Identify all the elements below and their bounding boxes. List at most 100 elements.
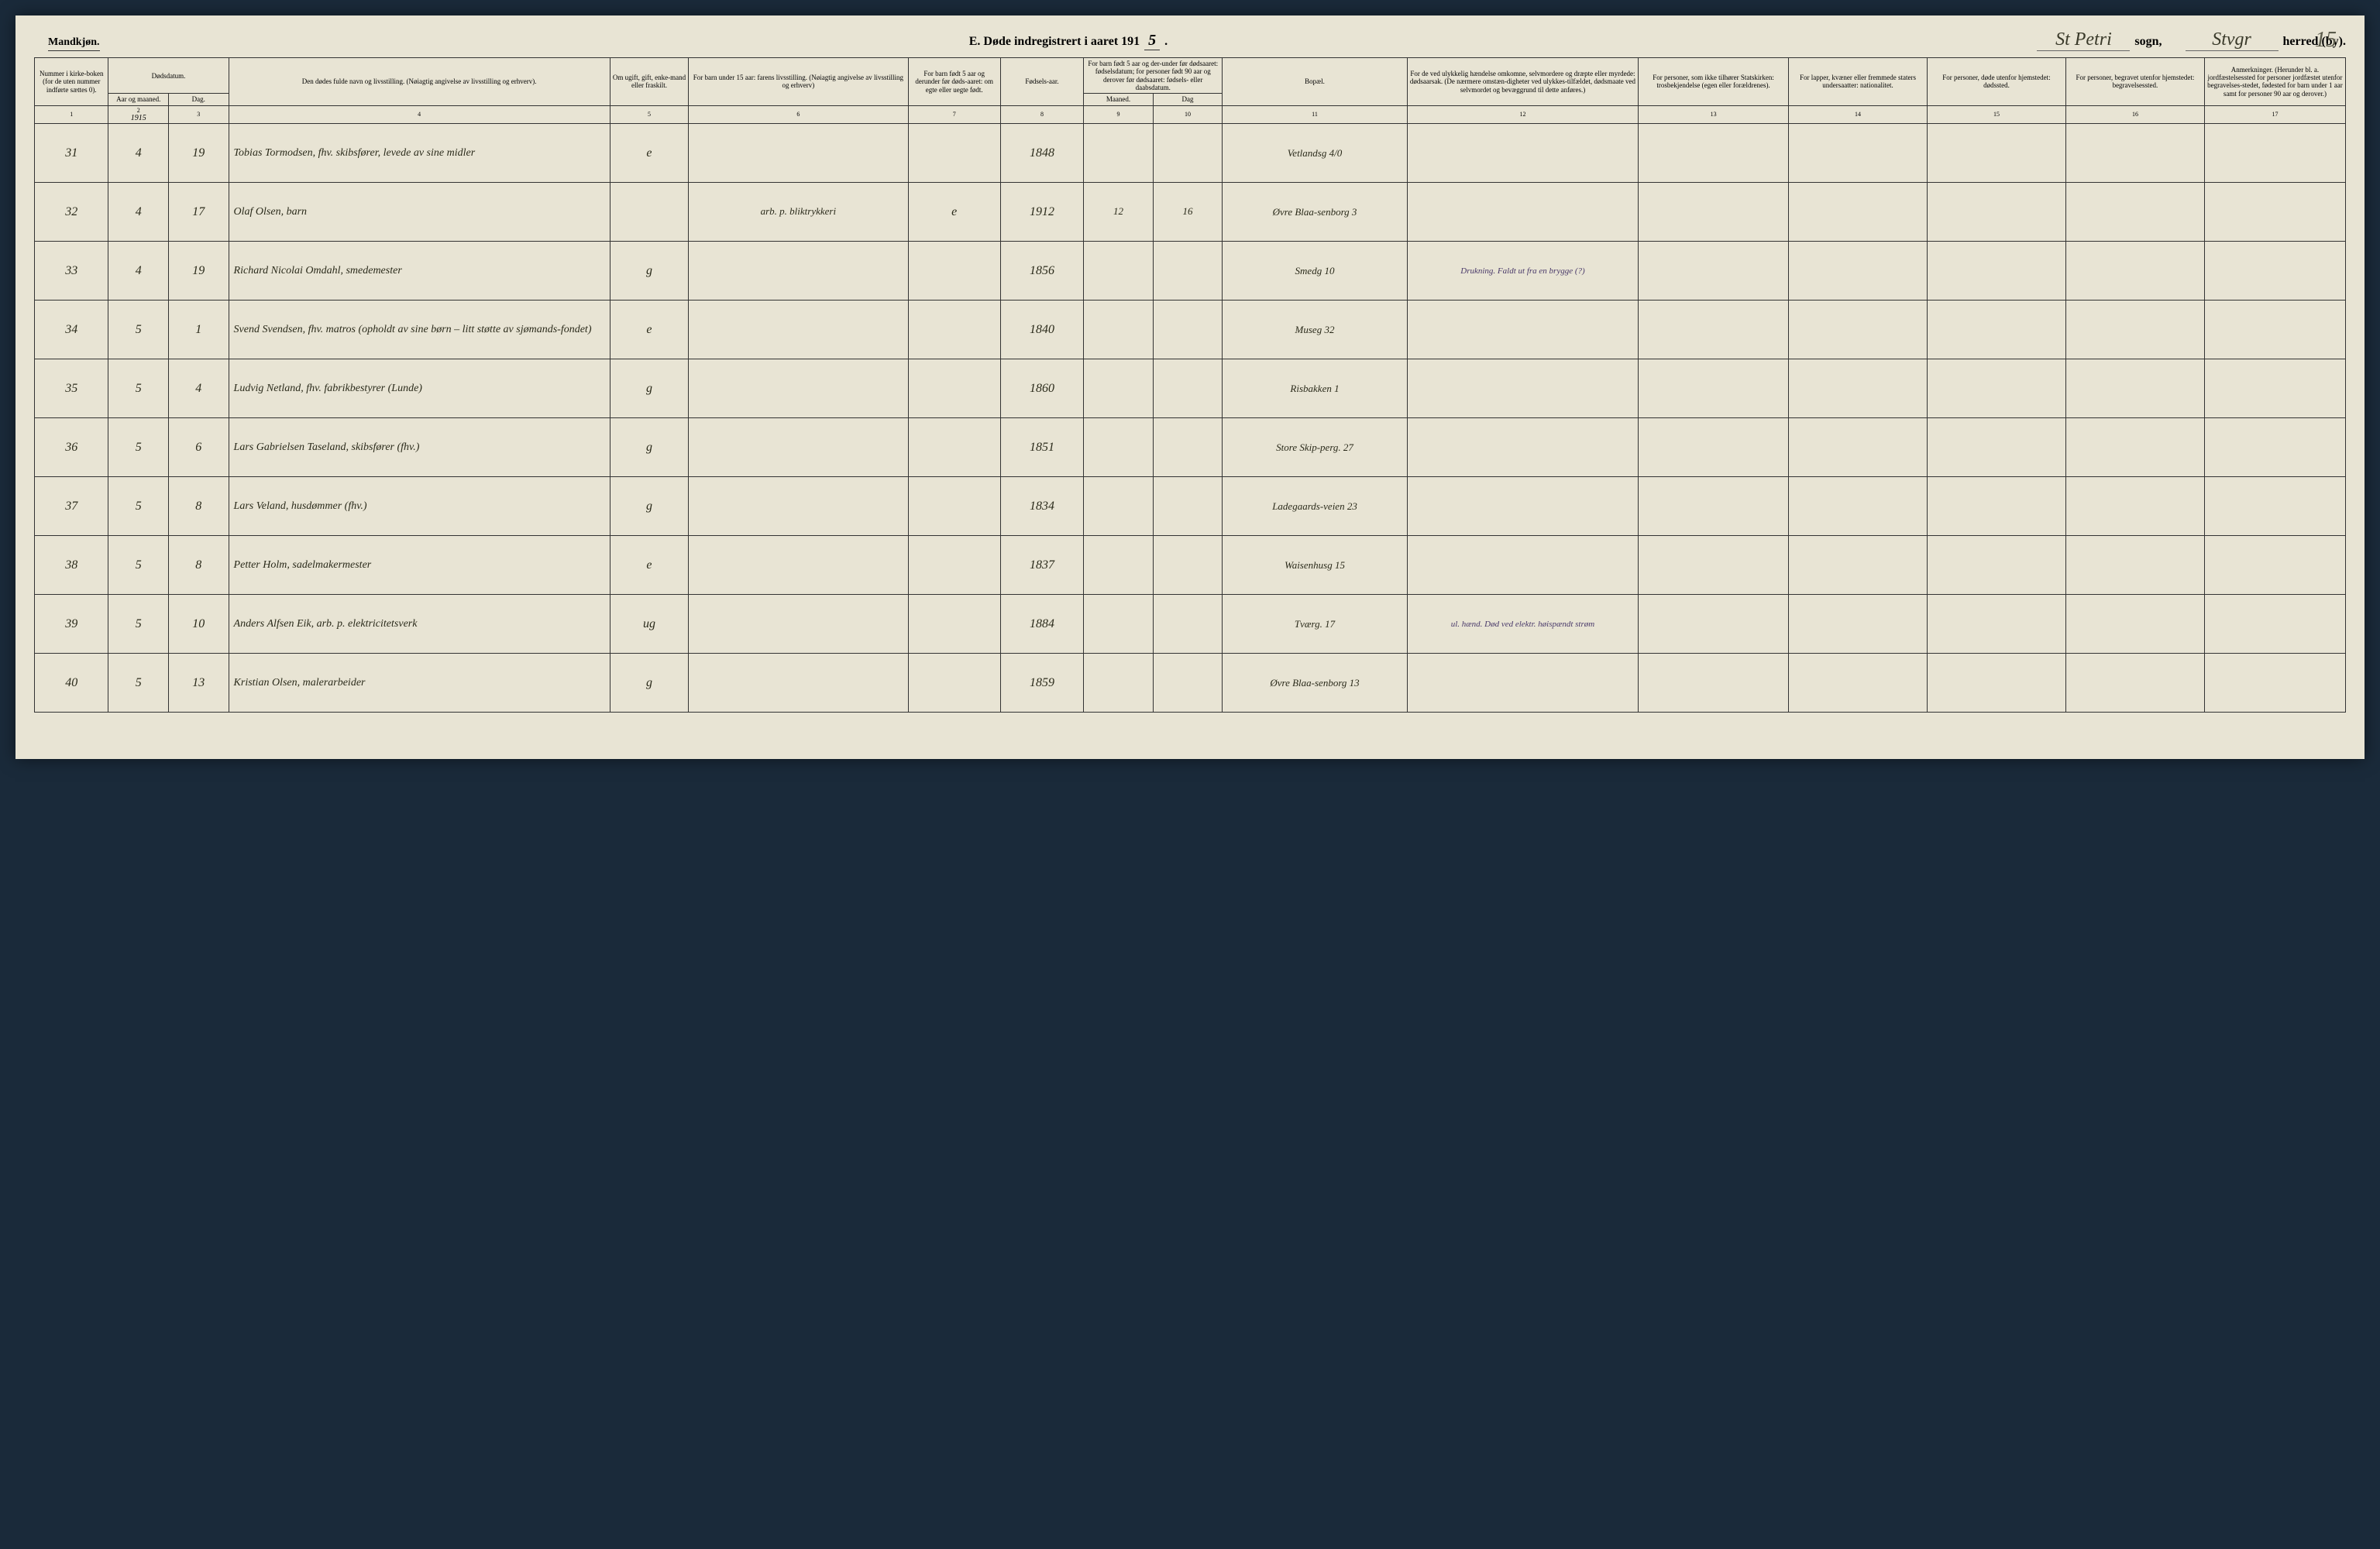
cause-of-death: Drukning. Faldt ut fra en brygge (?) bbox=[1407, 242, 1638, 301]
nationality bbox=[1789, 301, 1928, 359]
cause-of-death bbox=[1407, 124, 1638, 183]
birth-month bbox=[1084, 301, 1153, 359]
cause-of-death bbox=[1407, 477, 1638, 536]
legitimacy bbox=[908, 477, 1000, 536]
month: 4 bbox=[108, 183, 169, 242]
marital-status: g bbox=[610, 359, 688, 418]
gender-label: Mandkjøn. bbox=[48, 36, 100, 51]
sogn-block: St Petri sogn, bbox=[2037, 29, 2162, 51]
death-place bbox=[1927, 595, 2065, 654]
remarks bbox=[2204, 301, 2345, 359]
death-place bbox=[1927, 242, 2065, 301]
header-row: Mandkjøn. E. Døde indregistrert i aaret … bbox=[34, 29, 2346, 51]
day: 8 bbox=[169, 477, 229, 536]
birth-day bbox=[1153, 595, 1222, 654]
marital-status: e bbox=[610, 124, 688, 183]
column-number-row: 1 21915 3 4 5 6 7 8 9 10 11 12 13 14 15 … bbox=[35, 105, 2346, 124]
table-row: 40513Kristian Olsen, malerarbeiderg1859Ø… bbox=[35, 654, 2346, 713]
death-place bbox=[1927, 536, 2065, 595]
legitimacy bbox=[908, 654, 1000, 713]
death-place bbox=[1927, 359, 2065, 418]
col-2a-header: Aar og maaned. bbox=[108, 94, 169, 105]
title-prefix: E. Døde indregistrert i aaret 191 bbox=[969, 35, 1140, 49]
colnum: 21915 bbox=[108, 105, 169, 124]
address: Tværg. 17 bbox=[1223, 595, 1408, 654]
marital-status: ug bbox=[610, 595, 688, 654]
religion bbox=[1639, 595, 1789, 654]
burial-place bbox=[2065, 359, 2204, 418]
death-place bbox=[1927, 418, 2065, 477]
entry-number: 36 bbox=[35, 418, 108, 477]
parent-occupation bbox=[689, 359, 908, 418]
sogn-label: sogn, bbox=[2134, 35, 2162, 49]
birth-day: 16 bbox=[1153, 183, 1222, 242]
page-number: 15 bbox=[2315, 28, 2337, 53]
legitimacy bbox=[908, 301, 1000, 359]
day: 19 bbox=[169, 242, 229, 301]
col-9b-header: Dag bbox=[1153, 94, 1222, 105]
year-suffix: 5 bbox=[1144, 32, 1160, 50]
nationality bbox=[1789, 595, 1928, 654]
col-11-header: Bopæl. bbox=[1223, 58, 1408, 106]
day: 17 bbox=[169, 183, 229, 242]
month: 4 bbox=[108, 242, 169, 301]
birth-day bbox=[1153, 418, 1222, 477]
burial-place bbox=[2065, 183, 2204, 242]
address: Waisenhusg 15 bbox=[1223, 536, 1408, 595]
colnum: 14 bbox=[1789, 105, 1928, 124]
legitimacy bbox=[908, 536, 1000, 595]
table-head: Nummer i kirke-boken (for de uten nummer… bbox=[35, 58, 2346, 124]
legitimacy bbox=[908, 595, 1000, 654]
col-17-header: Anmerkninger. (Herunder bl. a. jordfæste… bbox=[2204, 58, 2345, 106]
nationality bbox=[1789, 124, 1928, 183]
address: Ladegaards-veien 23 bbox=[1223, 477, 1408, 536]
day: 10 bbox=[169, 595, 229, 654]
day: 1 bbox=[169, 301, 229, 359]
col-14-header: For lapper, kvæner eller fremmede stater… bbox=[1789, 58, 1928, 106]
religion bbox=[1639, 359, 1789, 418]
table-row: 32417Olaf Olsen, barnarb. p. bliktrykker… bbox=[35, 183, 2346, 242]
burial-place bbox=[2065, 654, 2204, 713]
remarks bbox=[2204, 654, 2345, 713]
entry-number: 39 bbox=[35, 595, 108, 654]
table-row: 31419Tobias Tormodsen, fhv. skibsfører, … bbox=[35, 124, 2346, 183]
remarks bbox=[2204, 359, 2345, 418]
nationality bbox=[1789, 536, 1928, 595]
death-place bbox=[1927, 654, 2065, 713]
remarks bbox=[2204, 242, 2345, 301]
colnum: 1 bbox=[35, 105, 108, 124]
birth-year: 1912 bbox=[1000, 183, 1083, 242]
table-row: 33419Richard Nicolai Omdahl, smedemester… bbox=[35, 242, 2346, 301]
birth-year: 1848 bbox=[1000, 124, 1083, 183]
cause-of-death bbox=[1407, 359, 1638, 418]
birth-day bbox=[1153, 124, 1222, 183]
ledger-page: 15 Mandkjøn. E. Døde indregistrert i aar… bbox=[15, 15, 2365, 759]
name-occupation: Richard Nicolai Omdahl, smedemester bbox=[229, 242, 610, 301]
day: 19 bbox=[169, 124, 229, 183]
col-1-header: Nummer i kirke-boken (for de uten nummer… bbox=[35, 58, 108, 106]
parent-occupation bbox=[689, 654, 908, 713]
month: 4 bbox=[108, 124, 169, 183]
legitimacy bbox=[908, 124, 1000, 183]
name-occupation: Olaf Olsen, barn bbox=[229, 183, 610, 242]
parent-occupation bbox=[689, 536, 908, 595]
table-row: 3858Petter Holm, sadelmakermestere1837Wa… bbox=[35, 536, 2346, 595]
birth-day bbox=[1153, 536, 1222, 595]
colnum: 15 bbox=[1927, 105, 2065, 124]
day: 4 bbox=[169, 359, 229, 418]
nationality bbox=[1789, 418, 1928, 477]
birth-month bbox=[1084, 595, 1153, 654]
remarks bbox=[2204, 595, 2345, 654]
marital-status: g bbox=[610, 654, 688, 713]
colnum: 3 bbox=[169, 105, 229, 124]
entry-number: 38 bbox=[35, 536, 108, 595]
legitimacy bbox=[908, 242, 1000, 301]
address: Øvre Blaa-senborg 3 bbox=[1223, 183, 1408, 242]
birth-year: 1837 bbox=[1000, 536, 1083, 595]
ledger-table: Nummer i kirke-boken (for de uten nummer… bbox=[34, 57, 2346, 713]
entry-number: 34 bbox=[35, 301, 108, 359]
death-place bbox=[1927, 183, 2065, 242]
col-13-header: For personer, som ikke tilhører Statskir… bbox=[1639, 58, 1789, 106]
cause-of-death bbox=[1407, 418, 1638, 477]
name-occupation: Lars Gabrielsen Taseland, skibsfører (fh… bbox=[229, 418, 610, 477]
